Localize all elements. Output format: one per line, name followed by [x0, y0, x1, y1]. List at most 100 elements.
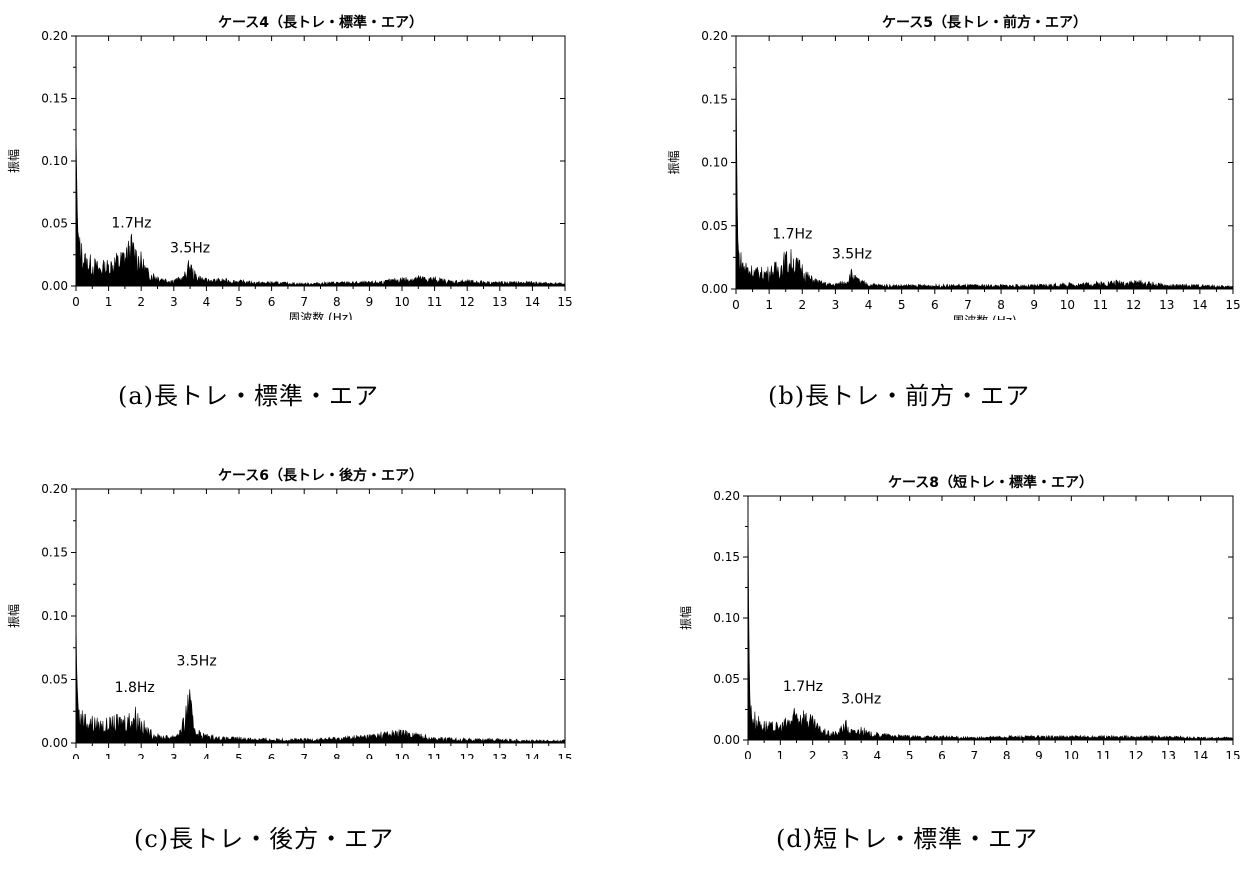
y-tick-label: 0.20 [41, 482, 68, 496]
plot-frame [747, 495, 1234, 741]
x-tick-label: 13 [492, 295, 507, 309]
y-tick-label: 0.00 [41, 279, 68, 293]
spectrum-series [735, 35, 1234, 290]
x-tick-label: 6 [938, 749, 946, 759]
y-tick-label: 0.05 [41, 217, 68, 231]
x-axis-label: 周波数 (Hz) [952, 313, 1017, 320]
x-tick-label: 5 [898, 298, 906, 312]
spectrum-series [75, 615, 566, 744]
y-tick-label: 0.05 [41, 673, 68, 687]
x-tick-label: 1 [777, 749, 785, 759]
panel-a: ケース4（長トレ・標準・エア） 0 1 2 3 4 5 6 7 8 9 10 11 12 13 14 15 0.0… [0, 0, 626, 439]
x-tick-label: 11 [427, 295, 442, 309]
x-tick-label: 6 [268, 295, 276, 309]
y-tick-label: 0.00 [713, 733, 740, 747]
x-tick-label: 10 [1060, 298, 1075, 312]
x-tick-label: 10 [394, 295, 409, 309]
x-tick-label: 13 [1161, 749, 1176, 759]
x-tick-label: 3 [832, 298, 840, 312]
x-tick-label: 14 [1193, 749, 1208, 759]
x-tick-label: 0 [72, 295, 80, 309]
x-tick-label: 0 [732, 298, 740, 312]
x-tick-label: 5 [235, 752, 243, 759]
y-tick-label: 0.10 [41, 154, 68, 168]
x-tick-label: 15 [557, 295, 572, 309]
caption-b: (b)長トレ・前方・エア [768, 382, 1031, 410]
y-tick-label: 0.20 [713, 489, 740, 503]
x-tick-label: 6 [268, 752, 276, 759]
x-tick-label: 15 [1225, 749, 1240, 759]
y-tick-label: 0.10 [41, 609, 68, 623]
x-tick-label: 9 [1035, 749, 1043, 759]
x-tick-label: 12 [460, 295, 475, 309]
x-tick-label: 4 [203, 752, 211, 759]
y-axis-label: 振幅 [6, 149, 21, 173]
x-tick-label: 14 [525, 752, 540, 759]
y-tick-label: 0.10 [701, 156, 728, 170]
chart-d: ケース8（短トレ・標準・エア）0 1 2 3 4 5 6 7 8 9 10 11 12 13 14 150.0… [678, 474, 1241, 759]
spectrum-series [747, 495, 1234, 741]
y-tick-label: 0.20 [41, 29, 68, 43]
x-axis-label: 周波数 (Hz) [288, 310, 353, 320]
chart-a: ケース4（長トレ・標準・エア）0 1 2 3 4 5 6 7 8 9 10 11 12 13 14 150.0… [6, 14, 573, 320]
x-tick-label: 2 [809, 749, 817, 759]
x-tick-label: 0 [744, 749, 752, 759]
x-tick-label: 12 [460, 752, 475, 759]
y-tick-label: 0.00 [41, 736, 68, 750]
caption-a: (a)長トレ・標準・エア [118, 382, 380, 410]
x-tick-label: 5 [906, 749, 914, 759]
x-tick-label: 8 [333, 752, 341, 759]
y-tick-label: 0.10 [713, 611, 740, 625]
x-tick-label: 2 [798, 298, 806, 312]
plot-frame [735, 35, 1234, 290]
spectrum-series [75, 129, 566, 287]
x-tick-label: 11 [1096, 749, 1111, 759]
x-tick-label: 7 [300, 295, 308, 309]
caption-d: (d)短トレ・標準・エア [776, 825, 1039, 853]
chart-title: ケース8（短トレ・標準・エア） [888, 474, 1093, 491]
x-tick-label: 3 [170, 752, 178, 759]
peak-annotation: 3.5Hz [177, 654, 217, 670]
x-tick-label: 2 [137, 295, 145, 309]
peak-annotation: 1.8Hz [115, 680, 155, 696]
x-tick-label: 7 [964, 298, 972, 312]
peak-annotation: 3.0Hz [841, 691, 881, 707]
x-tick-label: 10 [394, 752, 409, 759]
x-tick-label: 0 [72, 752, 80, 759]
chart-title: ケース5（長トレ・前方・エア） [882, 14, 1087, 31]
x-tick-label: 8 [333, 295, 341, 309]
y-axis-label: 振幅 [6, 604, 21, 628]
panel-b: ケース5（長トレ・前方・エア） 0 1 2 3 4 5 6 7 8 9 10 11 12 13 14 15 0.0… [626, 0, 1252, 439]
peak-annotation: 1.7Hz [772, 226, 812, 242]
peak-annotation: 3.5Hz [832, 247, 872, 263]
x-tick-label: 9 [366, 752, 374, 759]
x-tick-label: 7 [300, 752, 308, 759]
y-tick-label: 0.20 [701, 29, 728, 43]
x-tick-label: 4 [203, 295, 211, 309]
y-tick-label: 0.15 [41, 546, 68, 560]
y-axis-label: 振幅 [678, 606, 693, 630]
plot-frame [75, 488, 566, 744]
x-tick-label: 5 [235, 295, 243, 309]
y-tick-label: 0.05 [713, 672, 740, 686]
y-tick-label: 0.15 [713, 550, 740, 564]
x-tick-label: 13 [1159, 298, 1174, 312]
x-tick-label: 15 [1225, 298, 1240, 312]
panel-c: ケース6（長トレ・後方・エア） 0 1 2 3 4 5 6 7 8 9 10 11 12 13 14 15 0.0… [0, 439, 626, 878]
panel-d: ケース8（短トレ・標準・エア） 0 1 2 3 4 5 6 7 8 9 10 11 12 13 14 15 0.0… [626, 439, 1252, 878]
x-tick-label: 3 [170, 295, 178, 309]
x-tick-label: 8 [1003, 749, 1011, 759]
x-tick-label: 4 [865, 298, 873, 312]
x-tick-label: 14 [525, 295, 540, 309]
x-tick-label: 3 [841, 749, 849, 759]
x-tick-label: 9 [1030, 298, 1038, 312]
x-tick-label: 1 [765, 298, 773, 312]
plot-frame [75, 35, 566, 287]
peak-annotation: 1.7Hz [111, 215, 151, 231]
chart-title: ケース4（長トレ・標準・エア） [218, 14, 423, 31]
x-tick-label: 4 [874, 749, 882, 759]
x-tick-label: 6 [931, 298, 939, 312]
x-tick-label: 8 [997, 298, 1005, 312]
x-tick-label: 2 [137, 752, 145, 759]
y-tick-label: 0.15 [41, 92, 68, 106]
